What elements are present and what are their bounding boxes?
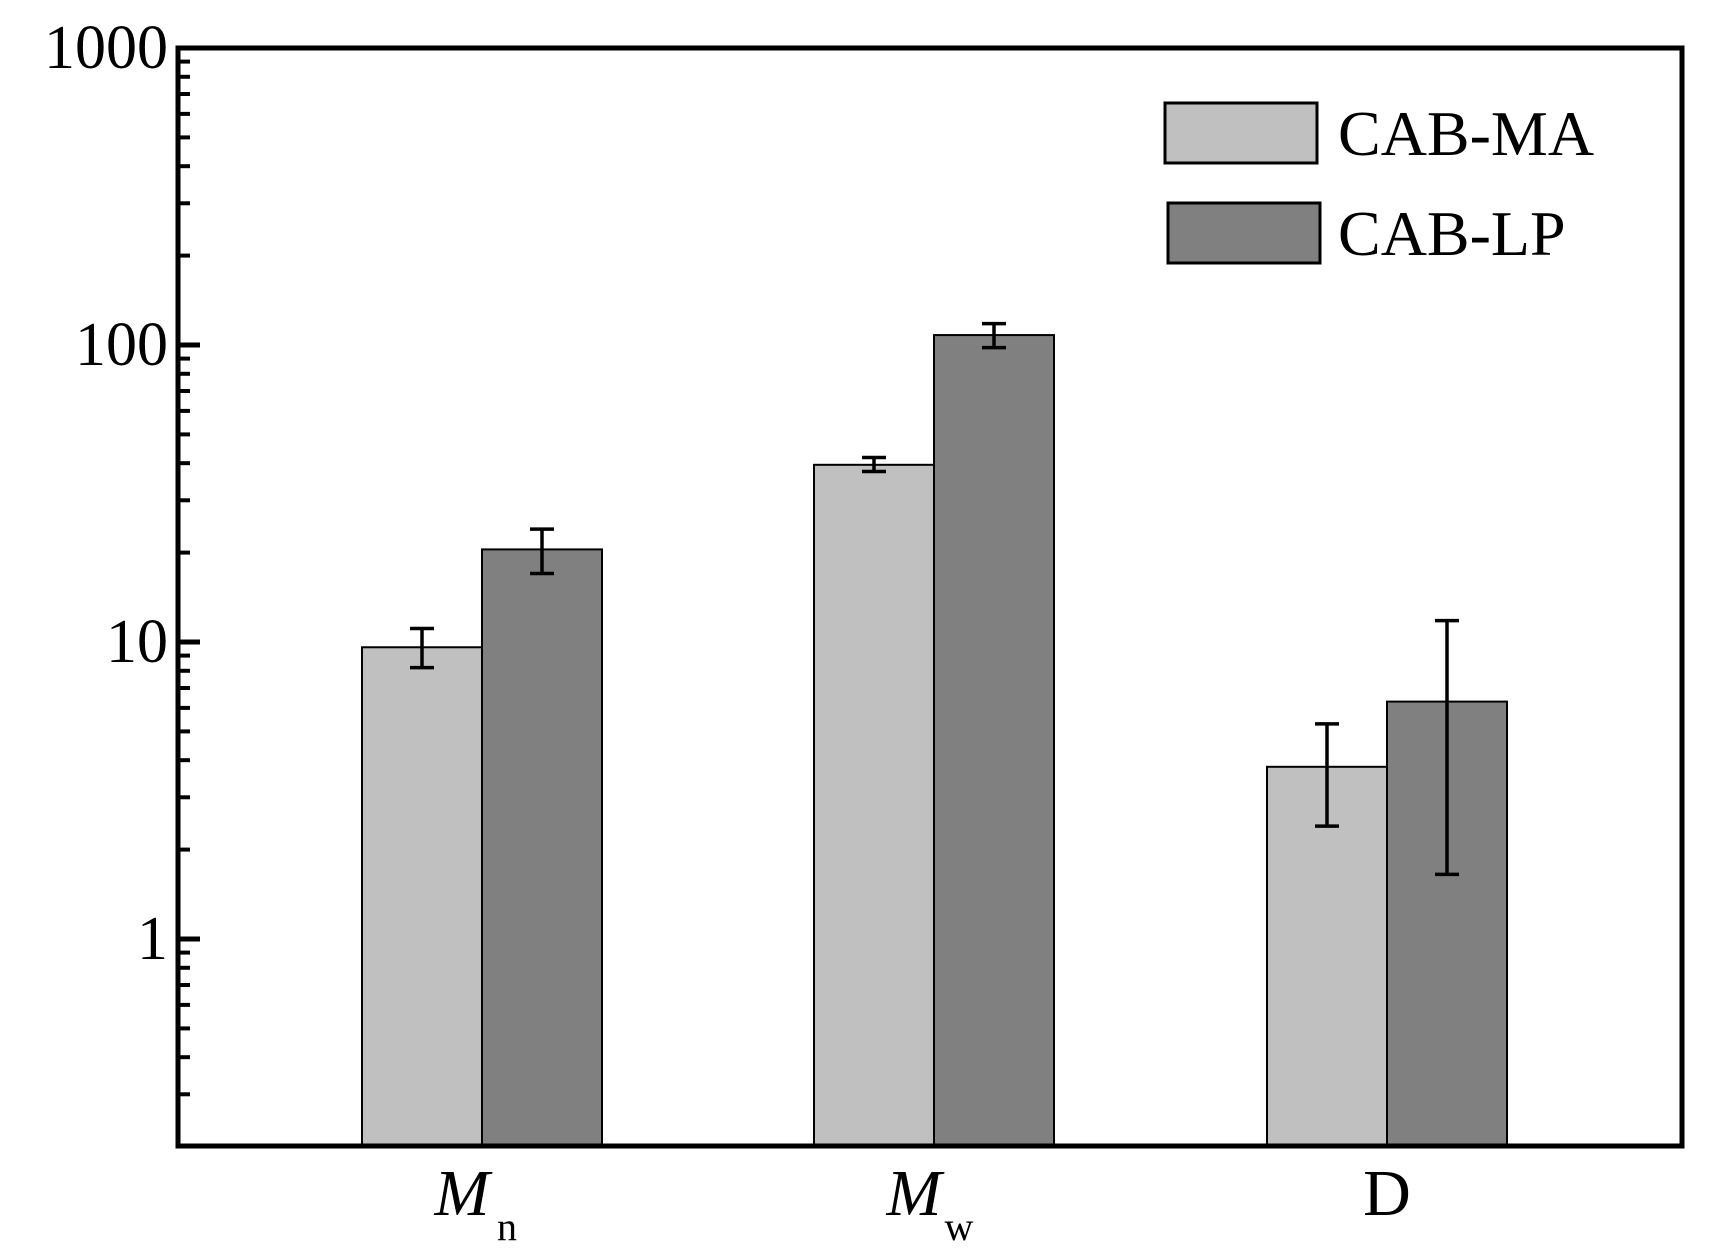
bar-cab-ma-1: [813, 463, 935, 1147]
y-tick-label: 1000: [44, 14, 168, 82]
bar-cab-lp-0: [481, 548, 603, 1147]
bars-layer: [361, 334, 1508, 1148]
bar-cab-lp-1: [933, 334, 1055, 1148]
x-category-main: D: [1363, 1157, 1411, 1230]
legend-swatch-cab-ma: [1163, 101, 1319, 165]
bar-cab-ma-2: [1266, 765, 1388, 1147]
legend: CAB-MA CAB-LP: [1163, 98, 1594, 269]
x-category-subscript: w: [945, 1204, 974, 1249]
y-axis-ticks: [178, 45, 200, 1097]
legend-label-cab-ma: CAB-MA: [1338, 98, 1594, 169]
x-category-label: D: [1363, 1157, 1411, 1230]
bar-cab-ma-0: [361, 646, 483, 1147]
error-bars-layer: [410, 321, 1459, 877]
x-category-main: M: [886, 1157, 946, 1230]
y-tick-label: 1: [137, 905, 168, 973]
x-category-main: M: [434, 1157, 494, 1230]
plot-frame: [175, 45, 1685, 1149]
legend-swatch-cab-lp: [1166, 201, 1322, 265]
x-category-subscript: n: [497, 1204, 517, 1249]
legend-label-cab-lp: CAB-LP: [1338, 198, 1566, 269]
y-tick-label: 100: [75, 311, 168, 379]
y-tick-label: 10: [106, 608, 168, 676]
y-axis-tick-labels: 1 10 100 1000: [44, 14, 168, 973]
